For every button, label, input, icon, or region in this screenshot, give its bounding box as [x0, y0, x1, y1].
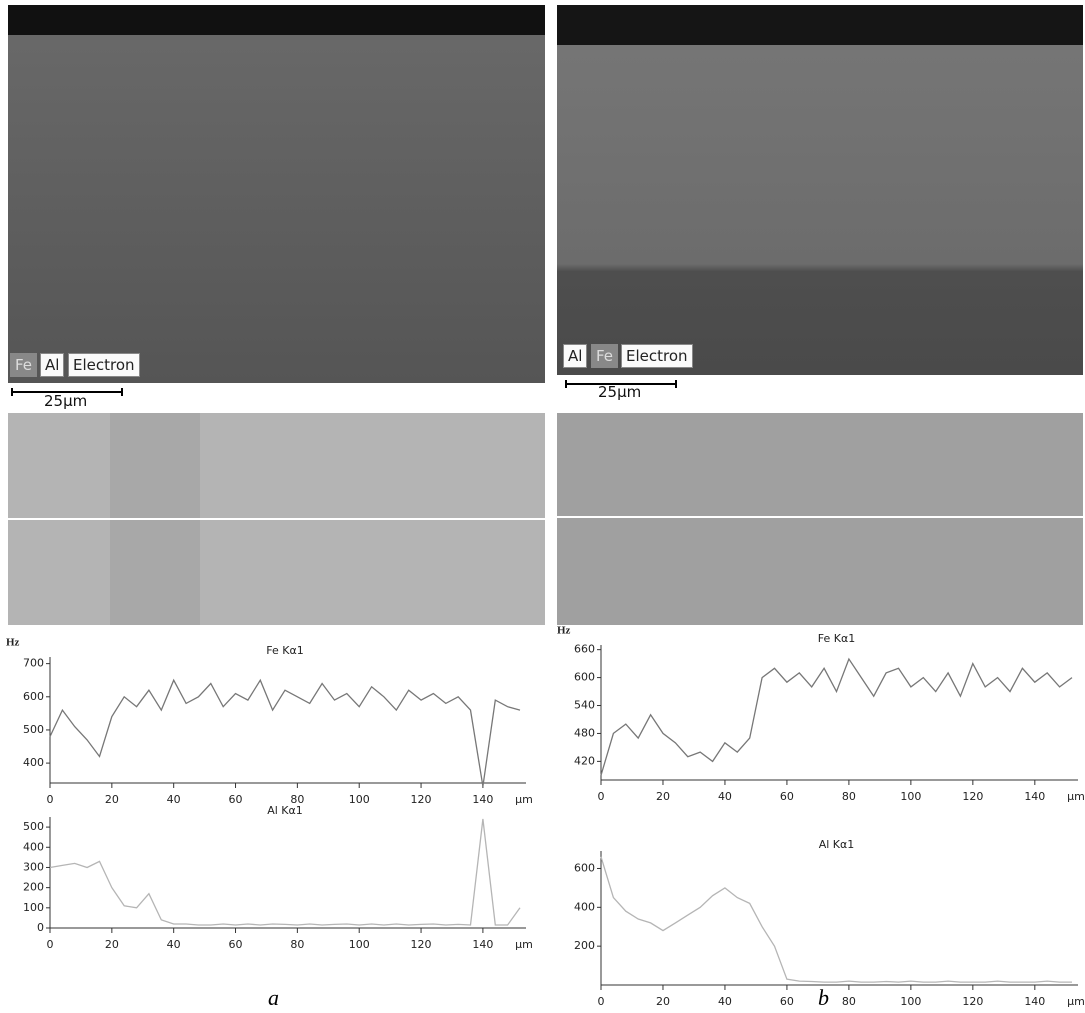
x-tick-label: 40: [718, 790, 732, 803]
x-tick-label: 0: [598, 995, 605, 1008]
scale-bar: [565, 380, 677, 388]
image-tag: Fe: [10, 353, 38, 377]
x-tick-label: 20: [105, 793, 119, 806]
data-line: [49, 678, 521, 787]
data-line: [49, 818, 521, 926]
image-tag: Al: [40, 353, 65, 377]
y-tick-label: 600: [574, 861, 595, 874]
series-label: Al Kα1: [819, 838, 855, 851]
x-tick-label: 100: [349, 938, 370, 951]
x-tick-label: 120: [411, 793, 432, 806]
y-tick-label: 200: [574, 939, 595, 952]
y-tick-label: 420: [574, 754, 595, 767]
y-tick-label: 500: [23, 723, 44, 736]
x-tick-label: 20: [105, 938, 119, 951]
y-tick-label: 600: [574, 671, 595, 684]
y-tick-label: 300: [23, 860, 44, 873]
scale-label: 25μm: [44, 392, 88, 410]
data-line: [600, 657, 1073, 776]
sem-image: [557, 413, 1083, 625]
sem-image: [8, 5, 545, 383]
x-axis-label: μm: [515, 938, 533, 951]
x-tick-label: 140: [1024, 995, 1045, 1008]
y-tick-label: 600: [23, 690, 44, 703]
x-axis-label: μm: [1067, 790, 1085, 803]
y-tick-label: 200: [23, 881, 44, 894]
y-tick-label: 500: [23, 820, 44, 833]
x-tick-label: 60: [229, 793, 243, 806]
x-tick-label: 60: [780, 995, 794, 1008]
image-tag: Electron: [68, 353, 140, 377]
x-tick-label: 20: [656, 995, 670, 1008]
series-label: Fe Kα1: [818, 632, 855, 645]
image-edge: [557, 5, 1083, 45]
y-axis-label: Hz: [6, 637, 20, 649]
image-edge: [8, 5, 545, 35]
x-tick-label: 80: [290, 938, 304, 951]
y-axis-label: Hz: [557, 625, 571, 637]
x-axis-label: μm: [515, 793, 533, 806]
panel-label: a: [268, 985, 279, 1010]
image-tag: Fe: [591, 344, 619, 368]
y-tick-label: 400: [23, 756, 44, 769]
scale-bar: [11, 388, 123, 396]
scale-label: 25μm: [598, 383, 642, 401]
x-tick-label: 40: [167, 938, 181, 951]
y-tick-label: 660: [574, 643, 595, 656]
series-label: Al Kα1: [267, 804, 303, 817]
x-tick-label: 0: [598, 790, 605, 803]
x-tick-label: 100: [900, 995, 921, 1008]
x-tick-label: 80: [842, 995, 856, 1008]
y-tick-label: 480: [574, 726, 595, 739]
x-tick-label: 100: [900, 790, 921, 803]
image-tag: Al: [563, 344, 588, 368]
x-tick-label: 140: [472, 938, 493, 951]
x-tick-label: 140: [1024, 790, 1045, 803]
x-tick-label: 60: [229, 938, 243, 951]
x-tick-label: 20: [656, 790, 670, 803]
y-tick-label: 0: [37, 921, 44, 934]
y-tick-label: 400: [23, 840, 44, 853]
x-tick-label: 120: [962, 790, 983, 803]
panel-label: b: [818, 985, 829, 1010]
data-line: [600, 856, 1072, 983]
x-tick-label: 120: [411, 938, 432, 951]
image-tag: Electron: [621, 344, 693, 368]
series-label: Fe Kα1: [266, 644, 303, 657]
x-tick-label: 40: [167, 793, 181, 806]
x-tick-label: 100: [349, 793, 370, 806]
x-tick-label: 40: [718, 995, 732, 1008]
x-tick-label: 120: [962, 995, 983, 1008]
y-tick-label: 100: [23, 901, 44, 914]
y-tick-label: 540: [574, 699, 595, 712]
x-tick-label: 0: [47, 793, 54, 806]
sem-image: [557, 5, 1083, 375]
x-tick-label: 140: [472, 793, 493, 806]
y-tick-label: 700: [23, 657, 44, 670]
x-tick-label: 80: [842, 790, 856, 803]
x-tick-label: 0: [47, 938, 54, 951]
y-tick-label: 400: [574, 900, 595, 913]
x-tick-label: 80: [290, 793, 304, 806]
x-tick-label: 60: [780, 790, 794, 803]
x-axis-label: μm: [1067, 995, 1085, 1008]
